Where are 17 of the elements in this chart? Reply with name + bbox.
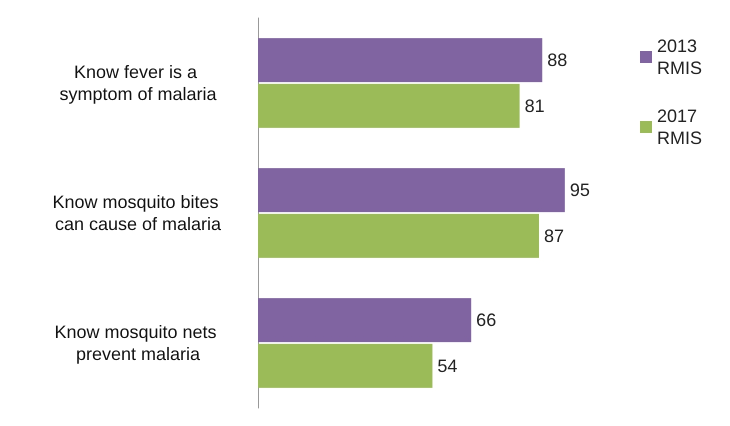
bar [258, 168, 565, 212]
data-label: 81 [524, 96, 545, 116]
bar [258, 298, 472, 342]
data-label: 88 [547, 50, 568, 70]
bar [258, 214, 540, 258]
y-tick-label: Know fever is a symptom of malaria [59, 62, 218, 104]
data-label: 54 [437, 356, 458, 376]
legend-label: 2013 RMIS [657, 36, 702, 78]
y-tick-label: Know mosquito bites can cause of malaria [52, 192, 224, 234]
data-label: 95 [570, 180, 590, 200]
y-tick-label: Know mosquito nets prevent malaria [54, 322, 222, 364]
bar [258, 84, 520, 128]
data-label: 87 [544, 226, 564, 246]
legend-label: 2017 RMIS [657, 106, 702, 148]
data-label: 66 [476, 310, 496, 330]
bar [258, 38, 542, 82]
bar [258, 344, 432, 388]
